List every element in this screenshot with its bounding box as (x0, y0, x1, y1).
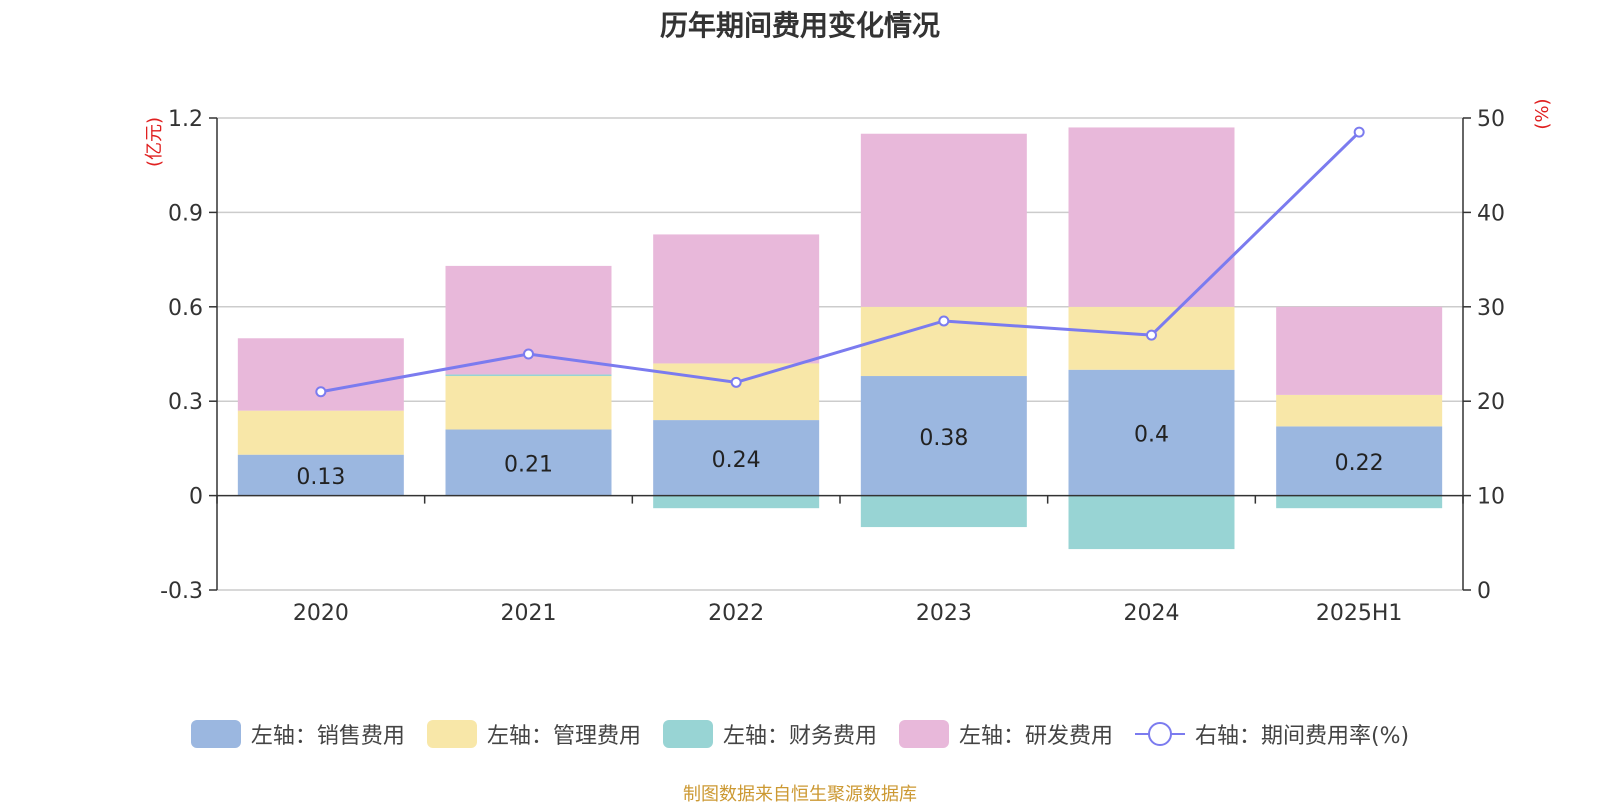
left-axis-tick-label: 0.6 (168, 296, 203, 321)
legend-item[interactable]: 右轴：期间费用率(%) (1134, 718, 1410, 750)
rate-point (523, 348, 534, 360)
legend-label: 左轴：研发费用 (958, 724, 1113, 749)
category-label: 2023 (916, 601, 972, 626)
bar-2023 (860, 376, 1027, 496)
bar-2025H1 (1276, 394, 1443, 427)
right-axis-tick-label: 0 (1477, 579, 1491, 604)
right-axis-tick-label: 40 (1477, 201, 1505, 226)
left-axis-tick-label: -0.3 (160, 579, 203, 604)
left-axis-tick-label: 0.9 (168, 201, 203, 226)
category-label: 2024 (1124, 601, 1180, 626)
bar-2022 (653, 420, 820, 496)
bar-2023 (860, 133, 1027, 307)
category-label: 2020 (293, 601, 349, 626)
chart-title: 历年期间费用变化情况 (659, 9, 940, 42)
bar-2021 (445, 374, 612, 377)
bar-2025H1 (1276, 426, 1443, 496)
legend-swatch (662, 720, 713, 748)
right-axis-tick-label: 30 (1477, 296, 1505, 321)
bar-2025H1 (1276, 495, 1443, 509)
left-axis-tick-label: 1.2 (168, 107, 203, 132)
category-label: 2022 (708, 601, 764, 626)
legend-label: 左轴：管理费用 (486, 724, 641, 749)
bar-2024 (1068, 369, 1235, 496)
right-axis-tick-label: 50 (1477, 107, 1505, 132)
rate-line (320, 131, 1361, 394)
rate-point (1146, 329, 1157, 341)
data-label: 0.38 (919, 426, 968, 451)
bar-2024 (1068, 495, 1235, 550)
rate-point (1353, 126, 1365, 138)
data-label: 0.24 (712, 448, 761, 473)
data-label: 0.13 (296, 465, 345, 490)
bar-2020 (237, 338, 404, 411)
category-label: 2025H1 (1316, 601, 1403, 626)
rate-point (315, 386, 327, 398)
left-axis-tick-label: 0 (189, 485, 203, 510)
legend-swatch (426, 720, 477, 748)
left-axis-tick-label: 0.3 (168, 390, 203, 415)
bar-2022 (653, 363, 820, 421)
legend-item[interactable]: 左轴：管理费用 (426, 718, 641, 750)
legend-label: 左轴：财务费用 (722, 724, 877, 749)
bar-2022 (653, 495, 820, 509)
bar-2021 (445, 376, 612, 430)
plot-area: -0.3 0 0.3 0.6 0.9 1.2 0 10 20 30 40 50 (亿元) (%) 2020 2… (144, 98, 1553, 626)
legend: 左轴：销售费用 左轴：管理费用 左轴：财务费用 左轴：研发费用 右轴：期间费用率(%) (0, 718, 1600, 750)
legend-label: 右轴：期间费用率(%) (1194, 724, 1410, 749)
right-axis-tick-label: 10 (1477, 485, 1505, 510)
bar-2023 (860, 495, 1027, 528)
legend-item[interactable]: 左轴：财务费用 (662, 718, 877, 750)
legend-swatch (898, 720, 949, 748)
bar-2021 (445, 429, 612, 496)
right-axis-unit-label: (%) (1532, 98, 1553, 129)
bar-2020 (237, 454, 404, 496)
right-axis-tick-label: 20 (1477, 390, 1505, 415)
bar-2022 (653, 234, 820, 364)
data-label: 0.22 (1335, 451, 1384, 476)
bar-2024 (1068, 127, 1235, 307)
rate-point (938, 315, 950, 327)
legend-item[interactable]: 左轴：销售费用 (190, 718, 405, 750)
source-note: 制图数据来自恒生聚源数据库 (683, 784, 917, 805)
category-label: 2021 (501, 601, 557, 626)
bar-2025H1 (1276, 306, 1443, 395)
data-label: 0.21 (504, 453, 553, 478)
data-label: 0.4 (1134, 423, 1169, 448)
rate-point (730, 376, 742, 388)
legend-item[interactable]: 左轴：研发费用 (898, 718, 1113, 750)
bar-2020 (237, 410, 404, 455)
legend-label: 左轴：销售费用 (250, 724, 405, 749)
left-axis-unit-label: (亿元) (144, 117, 165, 167)
legend-line-marker (1134, 720, 1185, 748)
legend-swatch (190, 720, 241, 748)
